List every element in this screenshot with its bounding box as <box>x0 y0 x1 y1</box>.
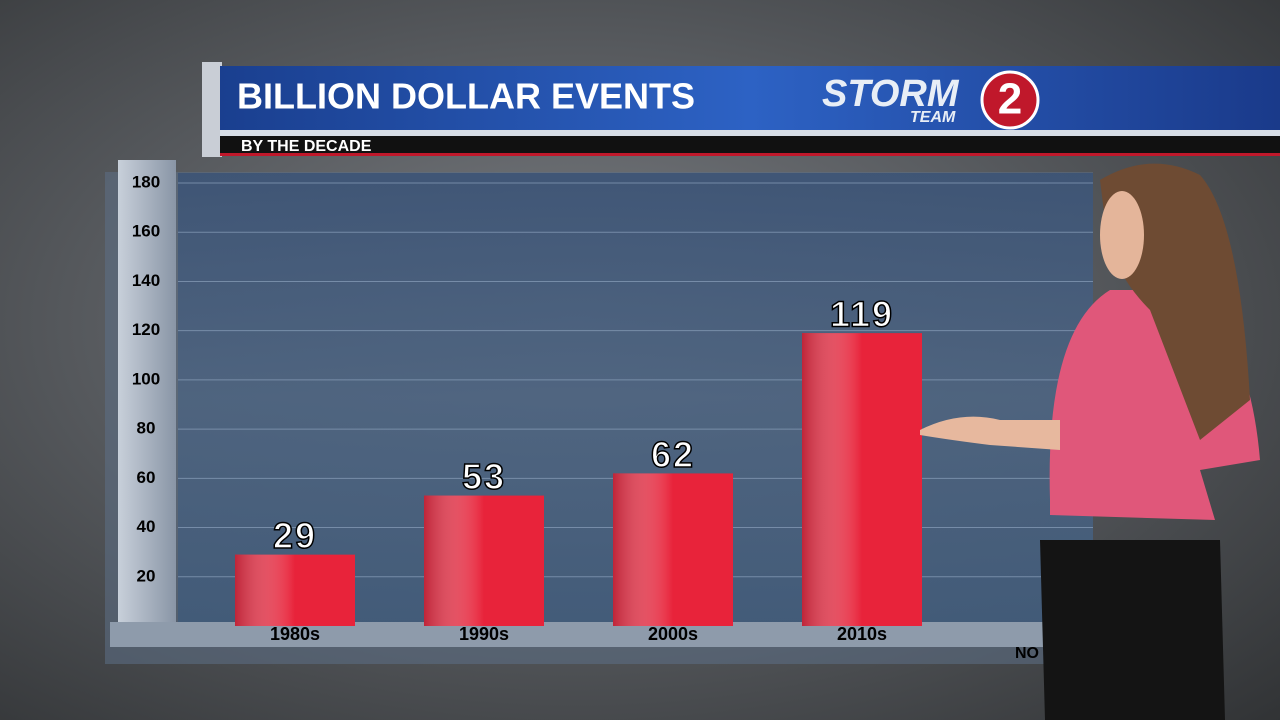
logo-number: 2 <box>998 75 1022 124</box>
x-tick-label: 1980s <box>270 624 320 644</box>
y-tick-label: 140 <box>132 271 160 290</box>
value-label: 29 <box>273 515 317 556</box>
value-label: 119 <box>830 294 894 335</box>
category-strip <box>110 622 1093 647</box>
bar-shade <box>424 495 544 626</box>
y-tick-label: 160 <box>132 222 160 241</box>
presenter <box>920 163 1260 720</box>
bar-shade <box>802 333 922 626</box>
title: BILLION DOLLAR EVENTS <box>237 76 695 117</box>
bar-shade <box>235 554 355 626</box>
y-tick-label: 100 <box>132 369 160 388</box>
footer-fragment: NO <box>1015 645 1039 662</box>
x-tick-label: 2000s <box>648 624 698 644</box>
value-label: 53 <box>462 456 506 497</box>
logo-badge <box>980 70 1040 130</box>
subtitle-bar <box>220 136 1280 156</box>
x-tick-label: 2010s <box>837 624 887 644</box>
y-tick-label: 120 <box>132 320 160 339</box>
banner-edge <box>202 62 222 157</box>
banner <box>220 66 1280 132</box>
subtitle: BY THE DECADE <box>241 138 372 155</box>
y-tick-label: 60 <box>137 468 156 487</box>
y-tick-label: 180 <box>132 172 160 191</box>
value-label: 62 <box>651 434 695 475</box>
logo-sub: TEAM <box>910 109 956 126</box>
subtitle-stripe <box>220 153 1280 156</box>
x-tick-label: 1990s <box>459 624 509 644</box>
y-tick-label: 40 <box>137 517 156 536</box>
y-tick-label: 80 <box>137 419 156 438</box>
banner-stripe <box>220 130 1280 136</box>
y-axis-panel <box>118 160 176 622</box>
y-tick-label: 20 <box>137 566 156 585</box>
logo-text: STORM <box>822 73 960 115</box>
bar-shade <box>613 473 733 626</box>
